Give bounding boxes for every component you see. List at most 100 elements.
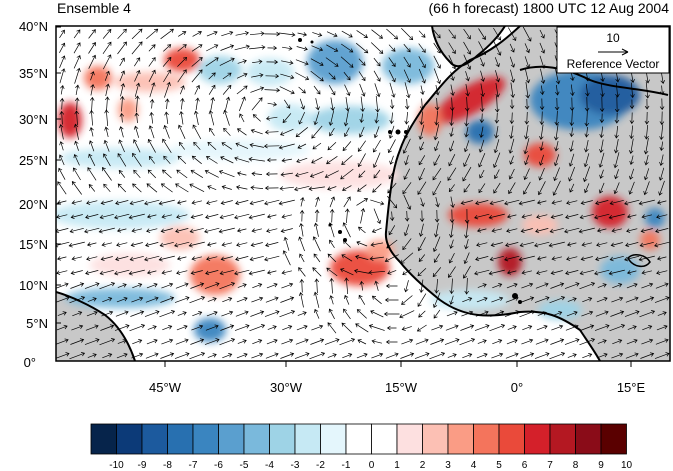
wind-vector [235, 256, 249, 262]
wind-vector [479, 96, 485, 113]
wind-vector [549, 296, 566, 304]
wind-vector [594, 213, 610, 220]
wind-vector [99, 338, 116, 346]
wind-vector [72, 167, 81, 181]
wind-vector [401, 326, 412, 331]
wind-vector [311, 156, 323, 164]
wind-vector [178, 31, 187, 37]
wind-vector [551, 324, 564, 331]
wind-vector [566, 256, 578, 261]
colorbar-label: 8 [573, 460, 579, 471]
wind-vector [536, 270, 548, 275]
wind-vector [435, 197, 440, 208]
wind-vector [58, 154, 65, 166]
wind-vector [89, 109, 94, 126]
wind-vector [626, 282, 638, 289]
wind-vector [221, 310, 234, 317]
wind-vector [267, 325, 277, 330]
wind-vector [281, 60, 294, 65]
wind-vector [644, 124, 649, 140]
wind-vector [327, 322, 337, 334]
wind-vector [433, 124, 440, 141]
wind-vector [385, 352, 399, 359]
wind-vector [74, 67, 81, 84]
colorbar [90, 423, 627, 455]
colorbar-box [498, 423, 525, 455]
wind-vector [386, 325, 397, 331]
wind-vector [386, 28, 399, 40]
wind-vector [462, 297, 473, 303]
wind-vector [358, 170, 366, 178]
wind-vector [357, 339, 367, 345]
colorbar-box [600, 423, 627, 455]
wind-vector [237, 339, 247, 344]
wind-vector [205, 156, 218, 164]
wind-vector [88, 153, 96, 166]
wind-vector [475, 256, 489, 262]
wind-vector [99, 213, 114, 220]
wind-vector [449, 110, 454, 127]
wind-vector [280, 352, 295, 359]
wind-vector [404, 111, 409, 125]
colorbar-box [192, 423, 219, 455]
wind-vector [206, 310, 218, 317]
wind-vector [644, 155, 649, 166]
wind-vector [340, 168, 354, 180]
wind-vector [86, 200, 98, 205]
wind-vector [326, 31, 338, 38]
wind-vector [448, 42, 456, 55]
wind-vector [625, 242, 639, 248]
wind-vector [403, 43, 411, 53]
wind-vector [191, 57, 203, 67]
wind-vector [358, 294, 366, 305]
wind-vector [569, 110, 575, 127]
wind-vector [281, 338, 294, 345]
wind-vector [208, 84, 216, 95]
wind-vector [463, 41, 472, 55]
wind-vector [329, 196, 336, 208]
wind-vector [298, 111, 306, 125]
wind-vector [115, 310, 129, 317]
wind-vector [296, 324, 308, 331]
wind-vector [599, 169, 604, 179]
wind-vector [328, 110, 335, 126]
wind-vector [659, 124, 664, 141]
wind-vector [278, 199, 295, 206]
wind-vector [161, 214, 172, 219]
wind-vector [248, 156, 265, 162]
colorbar-label: -4 [265, 460, 274, 471]
wind-vector [281, 282, 294, 289]
wind-vector [174, 241, 190, 248]
wind-vector [102, 41, 112, 54]
wind-vector [116, 352, 128, 359]
wind-vector [195, 97, 200, 110]
wind-vector [579, 282, 596, 290]
wind-vector [234, 269, 250, 276]
wind-vector [520, 296, 535, 303]
wind-vector [449, 239, 454, 249]
wind-vector [373, 70, 381, 82]
wind-vector [219, 282, 236, 290]
wind-vector [463, 28, 471, 40]
wind-vector [326, 267, 338, 277]
wind-vector [551, 200, 562, 205]
wind-vector [149, 111, 154, 124]
wind-vector [192, 30, 202, 37]
wind-vector [508, 168, 515, 180]
wind-vector [597, 283, 607, 288]
wind-vector [117, 283, 127, 288]
wind-vector [464, 222, 469, 239]
wind-vector [388, 57, 396, 68]
wind-vector [464, 239, 469, 250]
wind-vector [567, 297, 577, 302]
wind-vector [433, 253, 440, 263]
wind-vector [88, 184, 96, 192]
wind-vector [237, 59, 247, 64]
wind-vector [404, 210, 410, 222]
wind-vector [174, 352, 190, 359]
wind-vector [356, 198, 369, 206]
wind-vector [206, 242, 217, 247]
wind-vector [463, 252, 470, 265]
wind-vector [310, 70, 324, 82]
